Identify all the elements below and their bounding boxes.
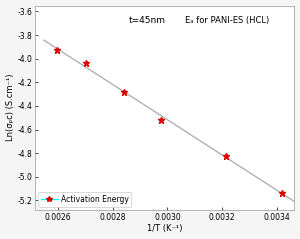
Legend: Activation Energy: Activation Energy <box>38 192 131 207</box>
Y-axis label: Ln(σₚᴄ) (S.cm⁻¹): Ln(σₚᴄ) (S.cm⁻¹) <box>6 74 15 141</box>
Text: t=45nm: t=45nm <box>128 16 165 25</box>
X-axis label: 1/T (K⁻¹): 1/T (K⁻¹) <box>147 224 182 234</box>
Text: Eₐ for PANI-ES (HCL): Eₐ for PANI-ES (HCL) <box>185 16 270 25</box>
